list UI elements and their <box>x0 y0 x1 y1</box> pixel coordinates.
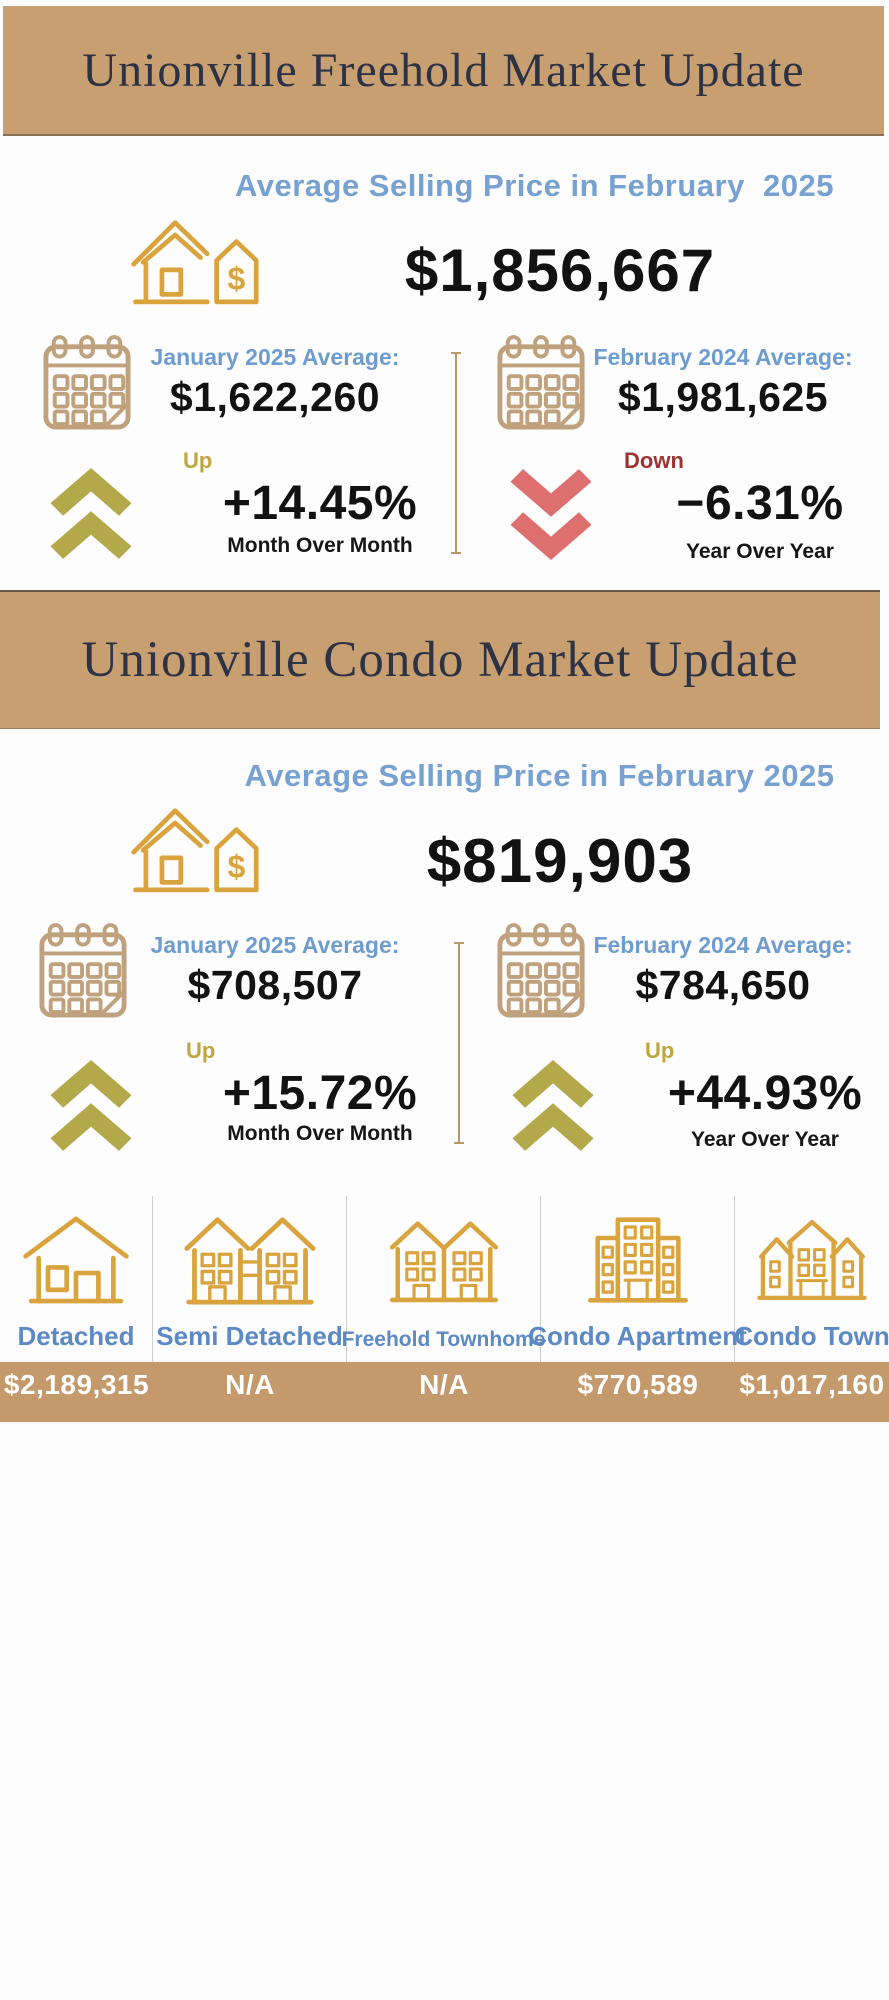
section-divider <box>454 942 464 1144</box>
condo-avg-price-heading: Average Selling Price in February 2025 <box>244 758 835 793</box>
condo-yoy-label: February 2024 Average: <box>593 932 853 958</box>
double-chevron-up-icon <box>512 1060 594 1151</box>
breakdown-column: Semi Detached <box>153 1196 347 1362</box>
freehold-mom-pct: +14.45% <box>222 477 418 530</box>
freehold-banner: Unionville Freehold Market Update <box>3 6 884 136</box>
condo-banner-title: Unionville Condo Market Update <box>81 632 799 688</box>
house-with-dollar-tag-icon: $ <box>131 808 259 893</box>
condo-mom-value: $708,507 <box>187 962 363 1008</box>
freehold-avg-price: $1,856,667 <box>404 237 716 304</box>
freehold-yoy-label: February 2024 Average: <box>593 344 853 370</box>
detached-house-icon <box>23 1216 129 1304</box>
condo-mom-label: January 2025 Average: <box>150 932 400 958</box>
condo-apartment-icon <box>587 1217 688 1303</box>
breakdown-value: N/A <box>419 1369 469 1400</box>
double-chevron-down-icon <box>510 469 592 560</box>
condo-townhouse-icon <box>757 1219 867 1301</box>
freehold-yoy-pct: −6.31% <box>676 477 844 530</box>
breakdown-value-bar: $2,189,315 N/A N/A $770,589 $1,017,160 <box>0 1362 889 1422</box>
breakdown-value: $1,017,160 <box>739 1369 885 1400</box>
condo-yoy-pct: +44.93% <box>667 1067 863 1120</box>
svg-text:$: $ <box>228 849 246 885</box>
breakdown-column: Detached <box>0 1196 153 1362</box>
breakdown-label: Condo Town <box>734 1321 889 1351</box>
calendar-icon <box>497 335 585 430</box>
condo-mom-direction: Up <box>186 1038 216 1063</box>
breakdown-label: Freehold Townhome <box>341 1328 546 1351</box>
breakdown-label: Detached <box>17 1321 135 1351</box>
freehold-mom-caption: Month Over Month <box>227 534 413 557</box>
breakdown-column: Condo Town <box>734 1196 889 1362</box>
breakdown-label: Semi Detached <box>156 1321 343 1351</box>
calendar-icon <box>39 923 127 1018</box>
condo-yoy-value: $784,650 <box>635 962 811 1008</box>
freehold-yoy-direction: Down <box>624 448 684 473</box>
house-with-dollar-tag-icon: $ <box>131 220 259 305</box>
breakdown-value: $770,589 <box>577 1369 699 1400</box>
freehold-mom-value: $1,622,260 <box>169 374 381 420</box>
freehold-mom-label: January 2025 Average: <box>150 344 400 370</box>
double-chevron-up-icon <box>50 468 132 559</box>
freehold-yoy-value: $1,981,625 <box>617 374 829 420</box>
breakdown-label: Condo Apartment <box>528 1321 747 1351</box>
condo-yoy-caption: Year Over Year <box>691 1128 839 1151</box>
freehold-avg-price-heading: Average Selling Price in February 2025 <box>234 168 834 203</box>
condo-yoy-direction: Up <box>645 1038 675 1063</box>
calendar-icon <box>497 923 585 1018</box>
breakdown-value: N/A <box>225 1369 275 1400</box>
double-chevron-up-icon <box>50 1060 132 1151</box>
condo-mom-caption: Month Over Month <box>227 1122 413 1145</box>
condo-avg-price: $819,903 <box>426 827 694 896</box>
freehold-yoy-caption: Year Over Year <box>686 540 834 563</box>
calendar-icon <box>43 335 131 430</box>
property-type-breakdown: Detached Semi Detached <box>0 1196 889 1362</box>
condo-banner: Unionville Condo Market Update <box>0 590 880 729</box>
semi-detached-icon <box>183 1217 316 1305</box>
svg-text:$: $ <box>228 261 246 297</box>
breakdown-column: Condo Apartment <box>528 1196 747 1362</box>
freehold-townhome-icon <box>389 1221 498 1303</box>
condo-mom-pct: +15.72% <box>222 1067 418 1120</box>
freehold-banner-title: Unionville Freehold Market Update <box>82 43 805 97</box>
freehold-mom-direction: Up <box>183 448 213 473</box>
breakdown-column: Freehold Townhome <box>342 1196 545 1362</box>
breakdown-value: $2,189,315 <box>3 1369 150 1400</box>
section-divider <box>451 352 461 554</box>
